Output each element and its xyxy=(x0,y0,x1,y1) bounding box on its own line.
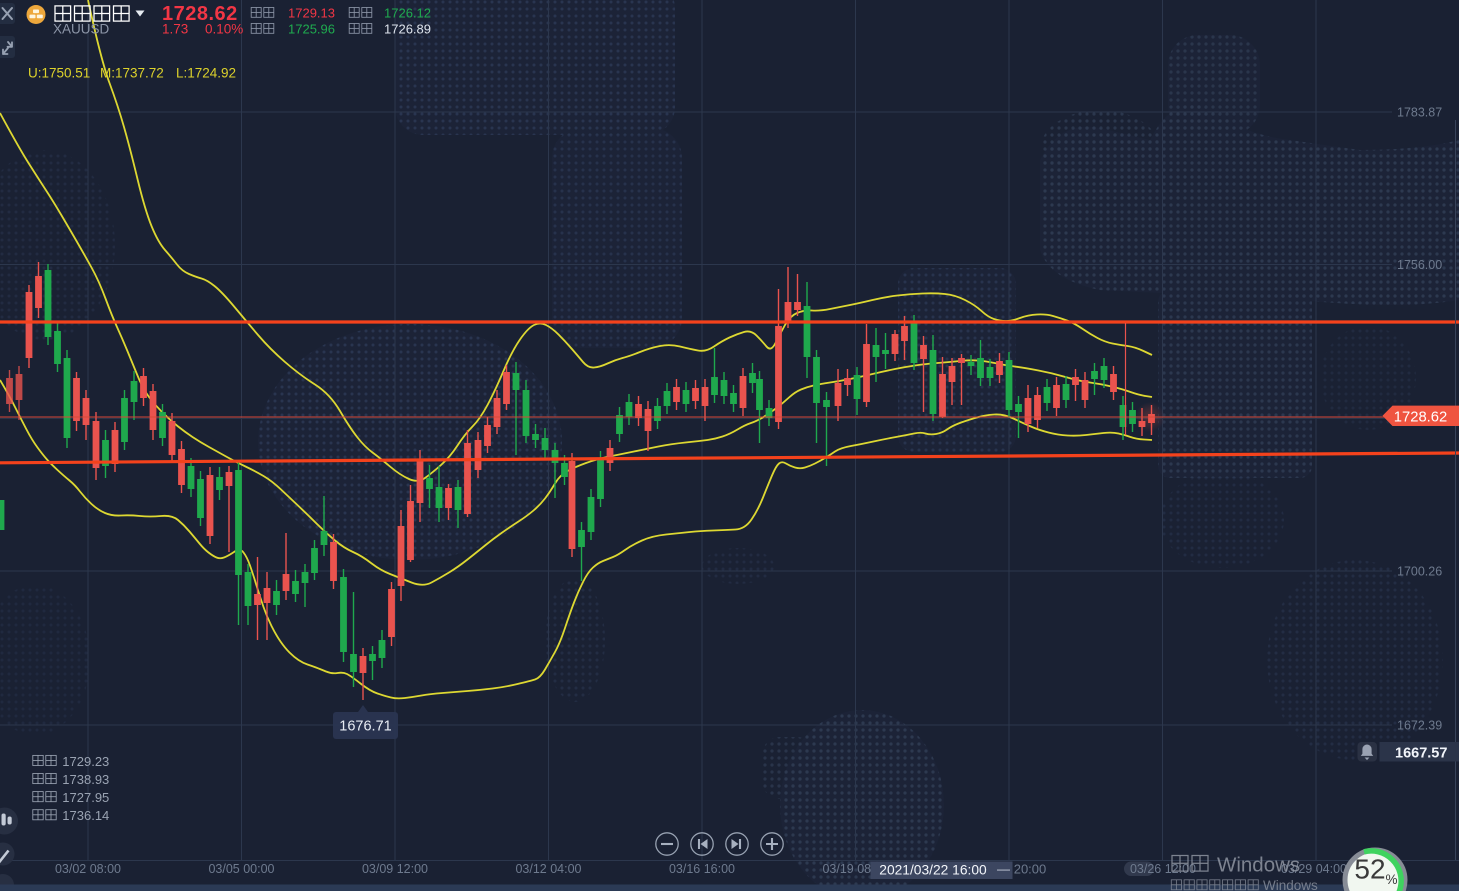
svg-text:1728.62: 1728.62 xyxy=(162,3,238,25)
svg-text:03/02 08:00: 03/02 08:00 xyxy=(55,862,121,876)
svg-text:1667.57: 1667.57 xyxy=(1395,746,1447,762)
svg-text:1672.39: 1672.39 xyxy=(1397,719,1442,733)
svg-text:1729.23: 1729.23 xyxy=(62,754,109,769)
svg-text:1.73: 1.73 xyxy=(162,22,188,37)
svg-text:Windows: Windows xyxy=(1217,854,1300,877)
svg-text:Windows: Windows xyxy=(1263,878,1318,891)
svg-text:0.10%: 0.10% xyxy=(205,22,243,37)
svg-text:1728.62: 1728.62 xyxy=(1394,410,1448,426)
svg-text:1727.95: 1727.95 xyxy=(62,790,109,805)
svg-text:52: 52 xyxy=(1354,854,1385,885)
svg-text:1729.13: 1729.13 xyxy=(288,6,335,21)
svg-text:1676.71: 1676.71 xyxy=(339,719,391,735)
svg-text:—: — xyxy=(997,862,1010,877)
svg-text:1726.89: 1726.89 xyxy=(384,22,431,37)
svg-text:1726.12: 1726.12 xyxy=(384,6,431,21)
svg-text:1783.87: 1783.87 xyxy=(1397,106,1442,120)
svg-text:1738.93: 1738.93 xyxy=(62,772,109,787)
svg-text:1756.00: 1756.00 xyxy=(1397,258,1442,272)
svg-text:XAUUSD: XAUUSD xyxy=(53,22,110,37)
svg-text:03/09 12:00: 03/09 12:00 xyxy=(362,862,428,876)
svg-text:L:1724.92: L:1724.92 xyxy=(176,66,236,81)
svg-text:03/05 00:00: 03/05 00:00 xyxy=(208,862,274,876)
svg-text:1736.14: 1736.14 xyxy=(62,808,109,823)
svg-text:03/12 04:00: 03/12 04:00 xyxy=(515,862,581,876)
svg-text:03/26 12:00: 03/26 12:00 xyxy=(1130,862,1196,876)
svg-text:M:1737.72: M:1737.72 xyxy=(100,66,164,81)
svg-text:U:1750.51: U:1750.51 xyxy=(28,66,90,81)
svg-text:20:00: 20:00 xyxy=(1014,862,1047,877)
svg-text:03/16 16:00: 03/16 16:00 xyxy=(669,862,735,876)
svg-text:2021/03/22 16:00: 2021/03/22 16:00 xyxy=(879,863,987,878)
svg-text:%: % xyxy=(1385,872,1397,887)
svg-text:1700.26: 1700.26 xyxy=(1397,565,1442,579)
svg-text:03/29 04:00: 03/29 04:00 xyxy=(1281,862,1347,876)
svg-text:1725.96: 1725.96 xyxy=(288,22,335,37)
